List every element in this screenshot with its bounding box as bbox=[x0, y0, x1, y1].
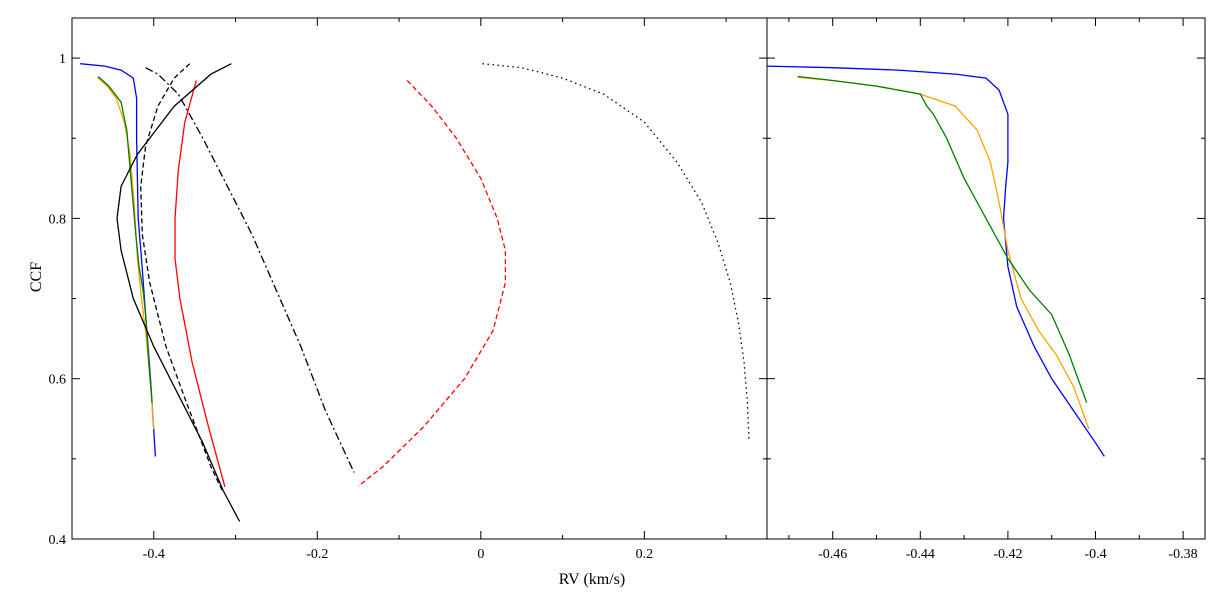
x-tick-label: -0.2 bbox=[306, 547, 328, 562]
series-line-1 bbox=[766, 65, 1105, 457]
x-tick-label: -0.4 bbox=[1084, 547, 1106, 562]
left-panel-frame bbox=[71, 17, 768, 540]
x-tick-label: 0.2 bbox=[636, 547, 654, 562]
series-line-1 bbox=[80, 63, 157, 457]
series-line-6 bbox=[140, 63, 223, 492]
y-tick-label: 1 bbox=[59, 52, 66, 67]
series-line-4 bbox=[174, 80, 226, 488]
x-tick-label: -0.38 bbox=[1169, 547, 1198, 562]
x-axis-title: RV (km/s) bbox=[559, 571, 625, 588]
y-tick-label: 0.6 bbox=[49, 373, 67, 388]
series-line-2 bbox=[797, 76, 1090, 430]
series-line-3 bbox=[797, 75, 1088, 403]
series-line-9 bbox=[482, 63, 750, 440]
x-tick-label: -0.4 bbox=[143, 547, 165, 562]
y-axis-title: CCF bbox=[28, 262, 45, 292]
x-tick-label: -0.46 bbox=[818, 547, 847, 562]
y-tick-label: 0.8 bbox=[49, 212, 67, 227]
series-line-3 bbox=[97, 76, 153, 403]
x-tick-label: -0.42 bbox=[993, 547, 1022, 562]
right-panel-frame bbox=[766, 17, 1206, 540]
right-panel: -0.46 -0.44 -0.42 -0.4 -0.38 bbox=[766, 17, 1206, 562]
left-panel: 0.4 0.6 0.8 1 -0.4 -0.2 0 0.2 bbox=[49, 17, 768, 562]
y-tick-label: 0.4 bbox=[49, 533, 67, 548]
series-line-7 bbox=[145, 67, 355, 473]
series-line-8 bbox=[357, 80, 507, 487]
series-line-5 bbox=[116, 63, 241, 522]
x-tick-label: -0.44 bbox=[906, 547, 935, 562]
x-tick-label: 0 bbox=[477, 547, 484, 562]
